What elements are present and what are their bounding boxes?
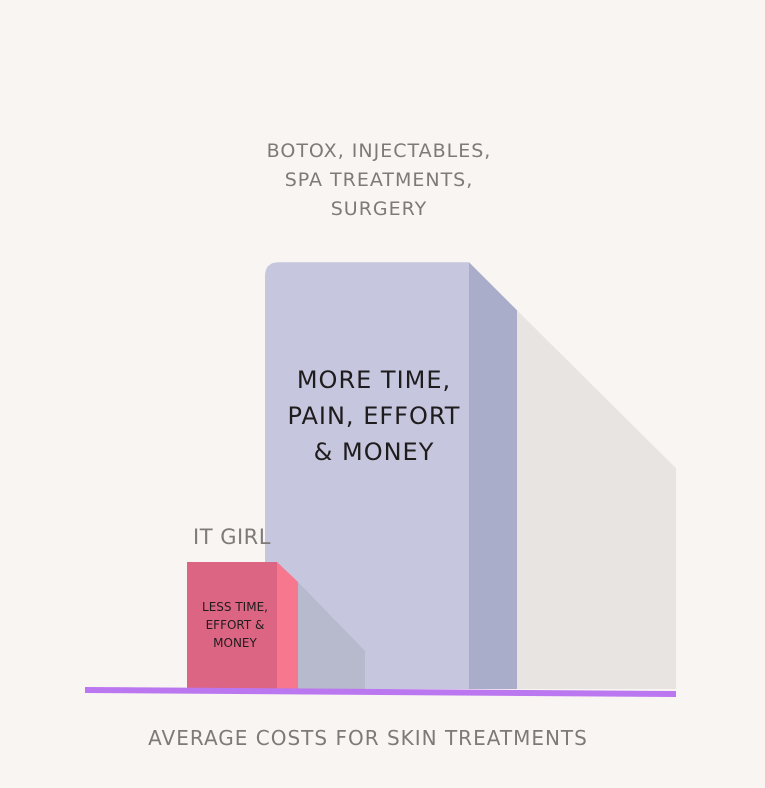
small-bar-shadow bbox=[298, 582, 365, 689]
tall-bar-category-label: BOTOX, INJECTABLES, SPA TREATMENTS, SURG… bbox=[266, 140, 492, 220]
small-bar-inner-label: LESS TIME, EFFORT & MONEY bbox=[202, 600, 268, 650]
baseline-axis bbox=[85, 687, 676, 697]
tall-bar-side bbox=[469, 262, 517, 689]
tall-bar-inner-label: MORE TIME, PAIN, EFFORT & MONEY bbox=[287, 366, 461, 466]
x-axis-label: AVERAGE COSTS FOR SKIN TREATMENTS bbox=[148, 726, 588, 750]
small-bar-front bbox=[187, 562, 277, 689]
small-bar-category-label: IT GIRL bbox=[193, 525, 271, 549]
tall-bar-shadow bbox=[517, 310, 676, 689]
tall-bar-front bbox=[265, 262, 469, 689]
small-bar-side bbox=[277, 562, 298, 689]
